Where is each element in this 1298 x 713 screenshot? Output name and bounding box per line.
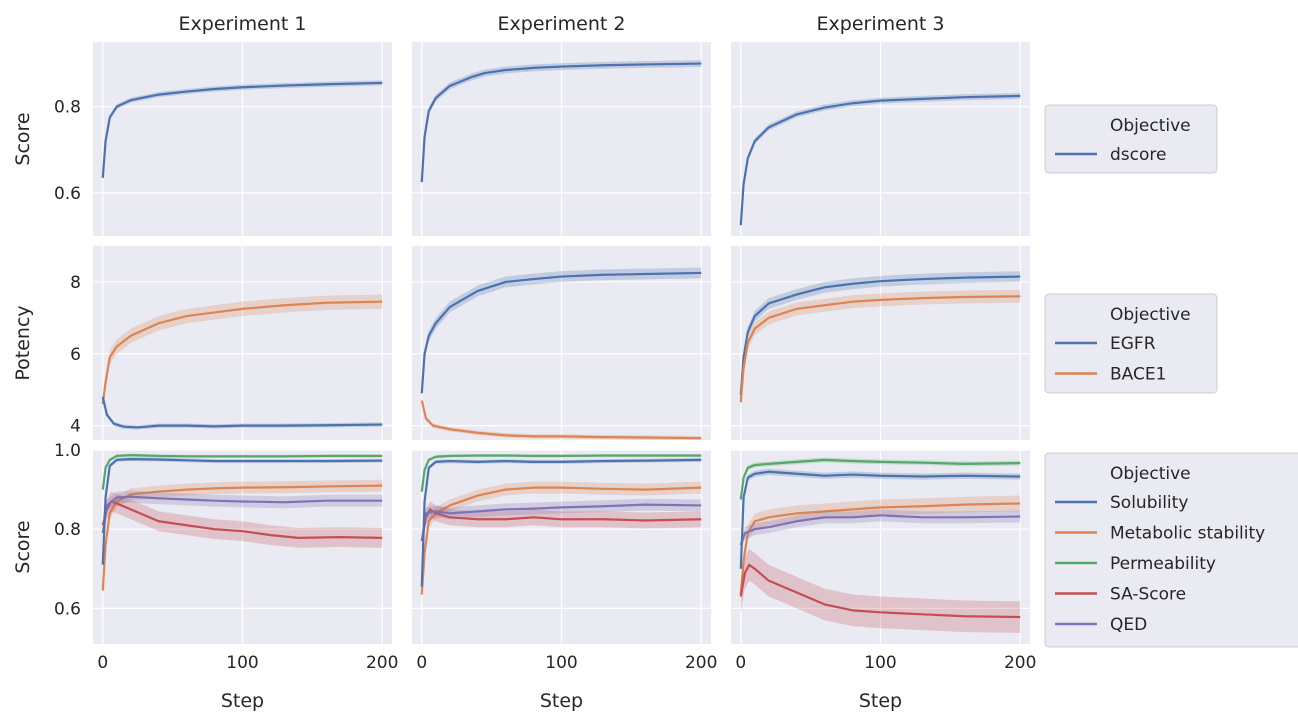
y-tick-label: 0.6 [54, 599, 81, 619]
line-sa-score [420, 508, 702, 542]
panel-r3-c2 [412, 449, 711, 644]
line-permeability [420, 454, 702, 492]
line-egfr [739, 275, 1021, 396]
x-tick-label: 0 [416, 653, 427, 673]
x-tick-label: 100 [545, 653, 577, 673]
line-metabolic-stability [420, 486, 702, 595]
panel-plot-area [420, 453, 702, 601]
band-permeability [102, 453, 383, 492]
panel-plot-area [739, 271, 1021, 409]
legend-row-1: Objective dscore [1044, 104, 1218, 174]
panel-plot-area [420, 267, 702, 440]
legend-label-permeability: Permeability [1110, 554, 1216, 574]
band-bace1 [102, 294, 383, 412]
band-sa-score [740, 548, 1021, 633]
x-tick-label: 0 [97, 653, 108, 673]
line-bace1 [101, 300, 383, 405]
y-axis-label: Score [12, 520, 34, 573]
line-solubility [739, 470, 1021, 569]
panel-r2-c3 [731, 246, 1030, 440]
line-qed [739, 514, 1021, 546]
band-bace1 [740, 289, 1021, 409]
panel-plot-area [101, 453, 383, 597]
panel-plot-area [739, 457, 1021, 633]
line-metabolic-stability [101, 484, 383, 591]
line-bace1 [739, 295, 1021, 403]
band-solubility [740, 468, 1021, 572]
x-tick-label: 200 [685, 653, 717, 673]
line-dscore [739, 94, 1021, 226]
line-permeability [101, 454, 383, 490]
line-solubility [420, 458, 702, 587]
line-egfr [420, 271, 702, 394]
legend-label-sa-score: SA-Score [1110, 585, 1186, 605]
panel-plot-area [101, 294, 383, 430]
x-axis-label: Step [540, 690, 583, 712]
legend-title: Objective [1110, 464, 1191, 484]
panel-plot-area [420, 60, 702, 186]
line-sa-score [739, 563, 1021, 619]
line-bace1 [420, 400, 702, 440]
y-axis-label: Score [12, 112, 34, 165]
x-tick-label: 200 [366, 653, 398, 673]
legend-title: Objective [1110, 116, 1191, 136]
band-metabolic-stability [102, 479, 383, 597]
legend-label-qed: QED [1110, 615, 1147, 635]
x-tick-label: 100 [864, 653, 896, 673]
panel-r2-c2 [412, 246, 711, 440]
y-tick-label: 0.8 [54, 98, 81, 118]
line-metabolic-stability [739, 502, 1021, 595]
legend-box [1044, 104, 1218, 174]
line-qed [101, 495, 383, 534]
line-qed [420, 503, 702, 542]
line-egfr [101, 396, 383, 429]
x-tick-label: 200 [1004, 653, 1036, 673]
column-title: Experiment 3 [817, 13, 945, 35]
panel-r3-c1 [93, 449, 392, 644]
legend-row-3: Objective Solubility Metabolic stability Pe… [1044, 452, 1298, 648]
y-tick-label: 6 [70, 345, 81, 365]
band-metabolic-stability [740, 495, 1021, 603]
legend-box [1044, 452, 1298, 648]
x-axis-label: Step [221, 690, 264, 712]
y-tick-label: 1.0 [54, 441, 81, 461]
y-axis-label: Potency [12, 305, 34, 380]
x-tick-label: 100 [226, 653, 258, 673]
band-bace1 [421, 398, 702, 440]
legend-label-dscore: dscore [1110, 145, 1166, 165]
line-dscore [101, 81, 383, 178]
y-tick-label: 8 [70, 273, 81, 293]
band-metabolic-stability [421, 481, 702, 601]
line-solubility [101, 458, 383, 565]
panel-plot-area [739, 92, 1021, 229]
x-axis-label: Step [859, 690, 902, 712]
band-sa-score [102, 491, 383, 548]
y-tick-label: 0.6 [54, 184, 81, 204]
y-tick-label: 4 [70, 417, 81, 437]
legend-title: Objective [1110, 305, 1191, 325]
panel-r3-c3 [731, 449, 1030, 644]
legend-row-2: Objective EGFR BACE1 [1044, 293, 1218, 394]
legend-box [1044, 293, 1218, 394]
legend-label-solubility: Solubility [1110, 493, 1188, 513]
band-sa-score [421, 501, 702, 549]
legend-label-bace1: BACE1 [1110, 365, 1166, 385]
column-title: Experiment 1 [179, 13, 307, 35]
panel-r2-c1 [93, 246, 392, 440]
panel-r1-c2 [412, 42, 711, 236]
legend-label-egfr: EGFR [1110, 334, 1156, 354]
band-qed [102, 490, 383, 540]
panel-r1-c3 [731, 42, 1030, 236]
column-title: Experiment 2 [498, 13, 626, 35]
legend-label-metabolic-stability: Metabolic stability [1110, 524, 1265, 544]
panel-plot-area [101, 80, 383, 181]
band-permeability [740, 457, 1021, 502]
y-tick-label: 0.8 [54, 520, 81, 540]
panel-r1-c1 [93, 42, 392, 236]
line-dscore [420, 62, 702, 183]
x-tick-label: 0 [735, 653, 746, 673]
line-permeability [739, 458, 1021, 500]
